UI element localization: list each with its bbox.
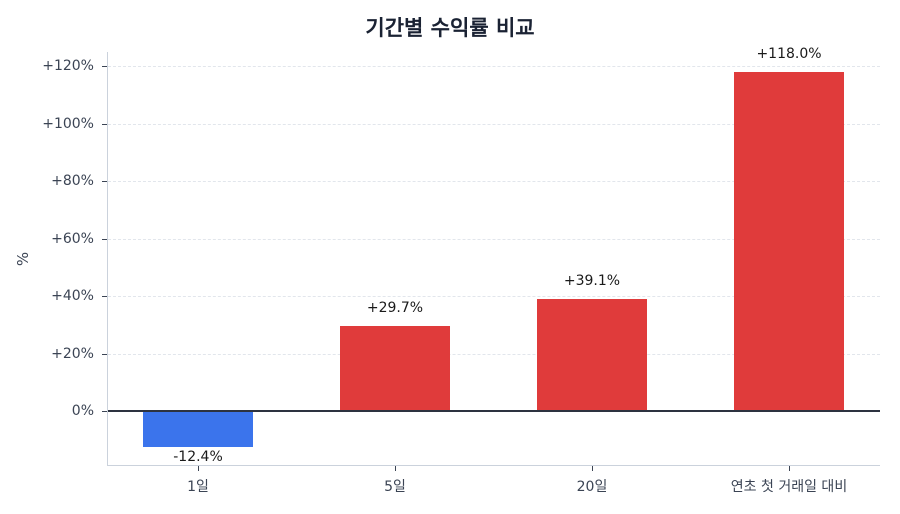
zero-line (107, 410, 880, 412)
grid-line (108, 238, 880, 240)
x-tick (395, 466, 396, 471)
bar-value-label: +29.7% (366, 299, 424, 316)
y-axis-line (107, 52, 108, 465)
y-tick-label: +120% (42, 58, 94, 74)
x-tick (198, 466, 199, 471)
bar-value-label: +118.0% (756, 45, 822, 62)
y-axis-label: % (14, 251, 33, 267)
grid-line (108, 123, 880, 125)
bar-2 (537, 298, 647, 411)
grid-line (108, 353, 880, 355)
x-tick-label: 연초 첫 거래일 대비 (730, 479, 848, 495)
grid-line (108, 181, 880, 182)
grid-line (108, 66, 880, 67)
bar-3 (734, 71, 844, 411)
x-tick-label: 1일 (187, 479, 209, 495)
bar-1 (340, 325, 450, 411)
y-tick (102, 123, 107, 125)
y-tick (102, 411, 107, 412)
y-tick-label: 0% (71, 403, 94, 419)
y-tick (102, 296, 107, 297)
x-axis-line (107, 465, 880, 466)
y-tick (102, 181, 107, 182)
bar-value-label: +39.1% (563, 272, 621, 289)
x-tick-label: 20일 (576, 479, 608, 495)
y-tick (102, 238, 107, 240)
y-tick-label: +80% (51, 173, 94, 189)
bar-value-label: -12.4% (173, 448, 223, 465)
y-tick-label: +20% (51, 345, 94, 362)
y-tick-label: +40% (51, 288, 94, 304)
bar-0 (143, 411, 253, 447)
x-tick (789, 466, 790, 471)
y-tick (102, 66, 107, 67)
x-tick-label: 5일 (384, 479, 406, 495)
y-tick (102, 353, 107, 355)
y-tick-label: +60% (51, 230, 94, 247)
chart-title: 기간별 수익률 비교 (365, 16, 535, 40)
grid-line (108, 296, 880, 297)
y-tick-label: +100% (42, 115, 94, 132)
x-tick (592, 466, 593, 471)
